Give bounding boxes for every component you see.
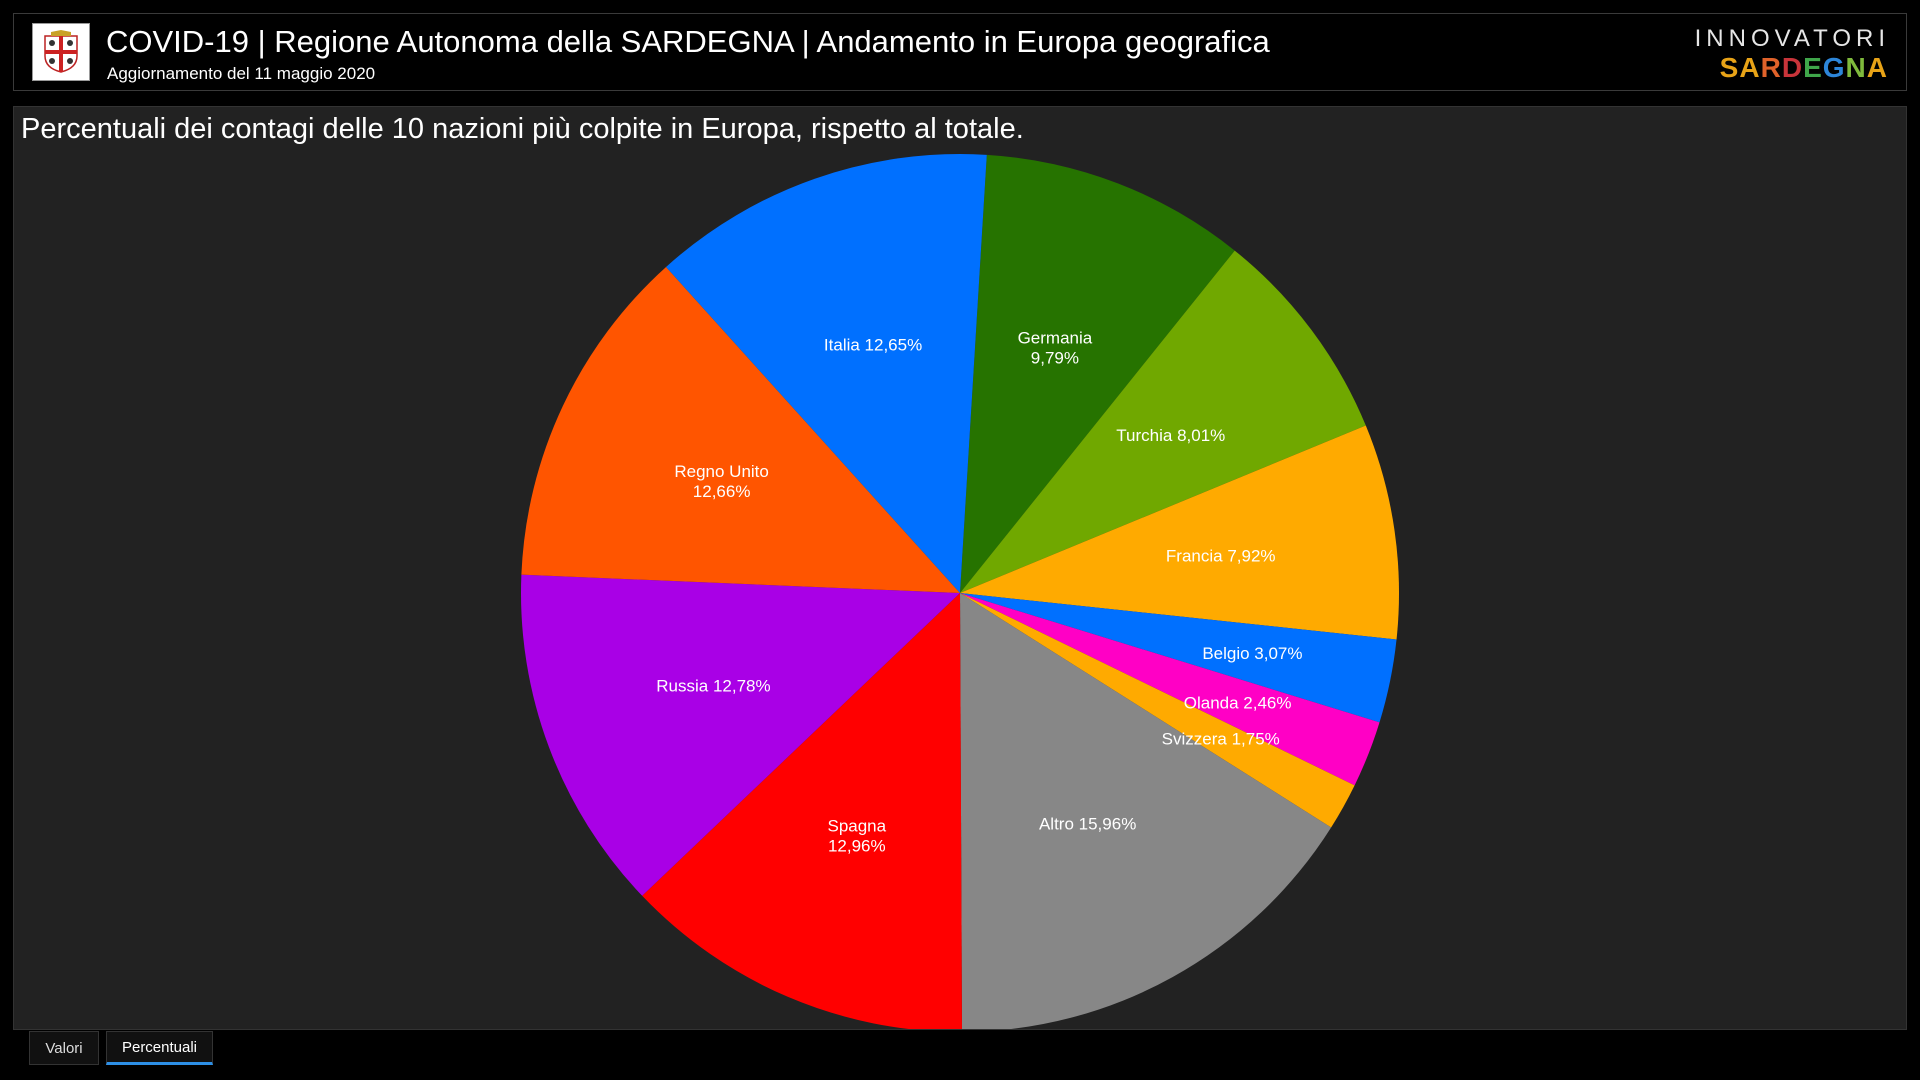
slice-label-turchia: Turchia 8,01% <box>1116 426 1225 445</box>
pie-slice-svizzera[interactable] <box>960 593 1355 828</box>
chart-title: Percentuali dei contagi delle 10 nazioni… <box>21 113 1024 145</box>
sardinia-emblem-icon <box>32 23 90 81</box>
slice-label-olanda: Olanda 2,46% <box>1184 694 1292 713</box>
brand-letter: S <box>1719 52 1740 83</box>
brand-letter: A <box>1866 52 1888 83</box>
slice-label-russia: Russia 12,78% <box>656 677 770 696</box>
pie-slice-regno-unito[interactable] <box>521 266 960 593</box>
brand-letter: E <box>1803 52 1823 83</box>
tab-percentuali[interactable]: Percentuali <box>106 1031 213 1065</box>
pie-slice-altro[interactable] <box>960 593 1332 1029</box>
brand-logo-bottom: SARDEGNA <box>1720 52 1888 84</box>
brand-letter: R <box>1760 52 1782 83</box>
slice-label-svizzera: Svizzera 1,75% <box>1162 729 1280 748</box>
brand-letter: A <box>1739 52 1761 83</box>
pie-chart: Germania 9,79% Turchia 8,01% Francia 7,92% B… <box>521 154 1400 1029</box>
slice-label-spagna: Spagna 12,96% <box>827 816 886 855</box>
pie-slice-germania[interactable] <box>960 154 1235 593</box>
brand-letter: D <box>1781 52 1804 83</box>
chart-panel: Percentuali dei contagi delle 10 nazioni… <box>13 106 1907 1030</box>
pie-slice-francia[interactable] <box>960 425 1400 640</box>
pie-slice-turchia[interactable] <box>960 250 1366 594</box>
pie-slice-russia[interactable] <box>521 574 960 896</box>
slice-label-germania: Germania 9,79% <box>1018 328 1093 367</box>
tab-valori[interactable]: Valori <box>29 1031 99 1065</box>
header-bar: COVID-19 | Regione Autonoma della SARDEG… <box>13 13 1907 91</box>
pie-slice-belgio[interactable] <box>960 593 1397 723</box>
brand-letter: G <box>1822 52 1846 83</box>
brand-logo-top: INNOVATORI <box>1694 25 1890 52</box>
slice-label-regno-unito: Regno Unito 12,66% <box>674 462 769 501</box>
slice-label-francia: Francia 7,92% <box>1166 547 1276 566</box>
update-date: Aggiornamento del 11 maggio 2020 <box>107 64 376 83</box>
slice-label-italia: Italia 12,65% <box>824 335 922 354</box>
pie-slice-olanda[interactable] <box>960 593 1380 786</box>
slice-label-altro: Altro 15,96% <box>1039 814 1136 833</box>
page-title: COVID-19 | Regione Autonoma della SARDEG… <box>106 24 1270 59</box>
slice-label-belgio: Belgio 3,07% <box>1202 644 1302 663</box>
brand-letter: N <box>1845 52 1867 83</box>
pie-slice-italia[interactable] <box>666 154 987 593</box>
pie-slice-spagna[interactable] <box>642 593 962 1029</box>
